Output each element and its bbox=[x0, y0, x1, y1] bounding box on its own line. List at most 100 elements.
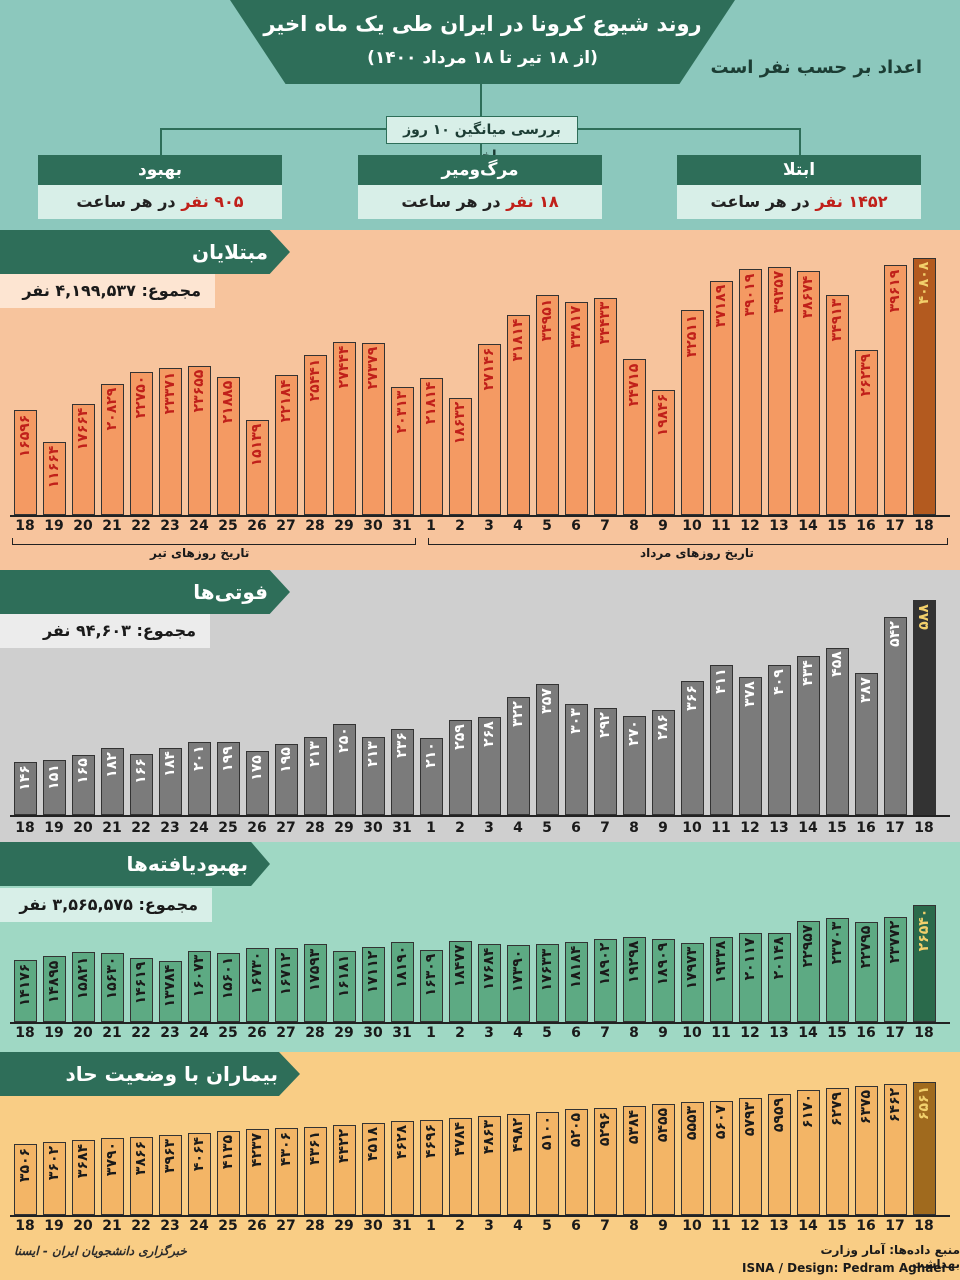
recovered-bar bbox=[216, 953, 240, 1022]
recovered-bar bbox=[100, 953, 124, 1022]
recovered-tick-label: 14 bbox=[798, 1025, 818, 1041]
critical-tick-label: 10 bbox=[682, 1218, 702, 1234]
deaths-tick-label: 27 bbox=[276, 820, 296, 836]
critical-tick-label: 14 bbox=[798, 1218, 818, 1234]
design-credit: ISNA / Design: Pedram Aghaei bbox=[742, 1261, 946, 1275]
recovered-tick-label: 18 bbox=[15, 1025, 35, 1041]
recovered-tick-label: 8 bbox=[629, 1025, 639, 1041]
critical-tick-label: 12 bbox=[740, 1218, 760, 1234]
recovered-bar bbox=[767, 933, 791, 1022]
recovered-bar bbox=[796, 920, 820, 1022]
cases-tick-label: 28 bbox=[305, 518, 325, 534]
recovered-bar bbox=[912, 905, 936, 1022]
deaths-tick-label: 3 bbox=[484, 820, 494, 836]
deaths-tick-label: 15 bbox=[827, 820, 847, 836]
recovered-x-axis bbox=[10, 1022, 950, 1024]
deaths-tick-label: 23 bbox=[160, 820, 180, 836]
cases-bar bbox=[738, 269, 762, 515]
recovered-tick-label: 15 bbox=[827, 1025, 847, 1041]
stat-infections: ابتلا ۱۴۵۲ نفر در هر ساعت bbox=[677, 155, 921, 219]
recovered-total: مجموع: ۳,۵۶۵,۵۷۵ نفر bbox=[0, 888, 212, 922]
mordad-bracket bbox=[428, 538, 948, 545]
connector bbox=[799, 128, 801, 155]
stat-value: ۱۸ نفر در هر ساعت bbox=[358, 185, 602, 219]
cases-bar bbox=[448, 397, 472, 515]
critical-bar bbox=[245, 1129, 269, 1215]
recovered-tick-label: 22 bbox=[131, 1025, 151, 1041]
deaths-bar bbox=[854, 673, 878, 815]
deaths-tick-label: 22 bbox=[131, 820, 151, 836]
connector bbox=[160, 128, 162, 155]
recovered-bar bbox=[622, 936, 646, 1022]
recovered-bar bbox=[129, 957, 153, 1022]
critical-tick-label: 19 bbox=[44, 1218, 64, 1234]
recovered-tick-label: 29 bbox=[334, 1025, 354, 1041]
recovered-tick-label: 4 bbox=[513, 1025, 523, 1041]
critical-tick-label: 22 bbox=[131, 1218, 151, 1234]
deaths-bar bbox=[506, 697, 530, 815]
critical-tick-label: 2 bbox=[455, 1218, 465, 1234]
critical-bar bbox=[883, 1084, 907, 1215]
cases-tick-label: 24 bbox=[189, 518, 209, 534]
critical-tick-label: 13 bbox=[769, 1218, 789, 1234]
cases-tick-label: 9 bbox=[658, 518, 668, 534]
connector bbox=[160, 128, 386, 130]
cases-bar bbox=[100, 383, 124, 515]
cases-bar bbox=[13, 410, 37, 515]
cases-tick-label: 4 bbox=[513, 518, 523, 534]
cases-tick-label: 1 bbox=[426, 518, 436, 534]
deaths-bar bbox=[13, 761, 37, 815]
deaths-bar bbox=[332, 723, 356, 815]
deaths-tick-label: 7 bbox=[600, 820, 610, 836]
critical-bar bbox=[535, 1111, 559, 1215]
deaths-bar bbox=[274, 743, 298, 815]
recovered-tick-label: 27 bbox=[276, 1025, 296, 1041]
deaths-bar bbox=[187, 741, 211, 815]
cases-tick-label: 30 bbox=[363, 518, 383, 534]
critical-bar bbox=[100, 1138, 124, 1215]
average-label: بررسی میانگین ۱۰ روز اخیر bbox=[386, 116, 578, 164]
recovered-tick-label: 20 bbox=[73, 1025, 93, 1041]
deaths-x-axis bbox=[10, 815, 950, 817]
stat-value: ۹۰۵ نفر در هر ساعت bbox=[38, 185, 282, 219]
deaths-tick-label: 17 bbox=[885, 820, 905, 836]
recovered-tick-label: 2 bbox=[455, 1025, 465, 1041]
critical-bar bbox=[332, 1125, 356, 1215]
critical-tick-label: 1 bbox=[426, 1218, 436, 1234]
recovered-tick-label: 25 bbox=[218, 1025, 238, 1041]
cases-bar bbox=[187, 366, 211, 515]
cases-tick-label: 8 bbox=[629, 518, 639, 534]
cases-tick-label: 18 bbox=[15, 518, 35, 534]
cases-bar bbox=[129, 371, 153, 515]
title-banner bbox=[230, 0, 735, 84]
deaths-bar bbox=[390, 728, 414, 815]
critical-bar bbox=[303, 1126, 327, 1215]
cases-bar bbox=[912, 258, 936, 515]
recovered-tick-label: 1 bbox=[426, 1025, 436, 1041]
cases-tick-label: 27 bbox=[276, 518, 296, 534]
deaths-bar bbox=[564, 704, 588, 815]
cases-bar bbox=[767, 267, 791, 515]
cases-bar bbox=[158, 367, 182, 515]
mordad-axis-label: تاریخ روزهای مرداد bbox=[640, 546, 754, 560]
critical-bar bbox=[912, 1082, 936, 1215]
deaths-title: فوتی‌ها bbox=[0, 570, 290, 614]
critical-tick-label: 5 bbox=[542, 1218, 552, 1234]
cases-tick-label: 29 bbox=[334, 518, 354, 534]
critical-bar bbox=[854, 1085, 878, 1215]
cases-bar bbox=[593, 298, 617, 515]
recovered-tick-label: 11 bbox=[711, 1025, 731, 1041]
recovered-title: بهبودیافته‌ها bbox=[0, 842, 270, 886]
deaths-tick-label: 6 bbox=[571, 820, 581, 836]
critical-tick-label: 29 bbox=[334, 1218, 354, 1234]
deaths-tick-label: 20 bbox=[73, 820, 93, 836]
critical-tick-label: 30 bbox=[363, 1218, 383, 1234]
recovered-bar bbox=[361, 946, 385, 1022]
main-title: روند شیوع کرونا در ایران طی یک ماه اخیر bbox=[263, 12, 702, 36]
critical-tick-label: 8 bbox=[629, 1218, 639, 1234]
cases-tick-label: 18 bbox=[914, 518, 934, 534]
cases-tick-label: 12 bbox=[740, 518, 760, 534]
cases-tick-label: 21 bbox=[102, 518, 122, 534]
recovered-bar bbox=[332, 950, 356, 1022]
connector bbox=[480, 84, 482, 116]
